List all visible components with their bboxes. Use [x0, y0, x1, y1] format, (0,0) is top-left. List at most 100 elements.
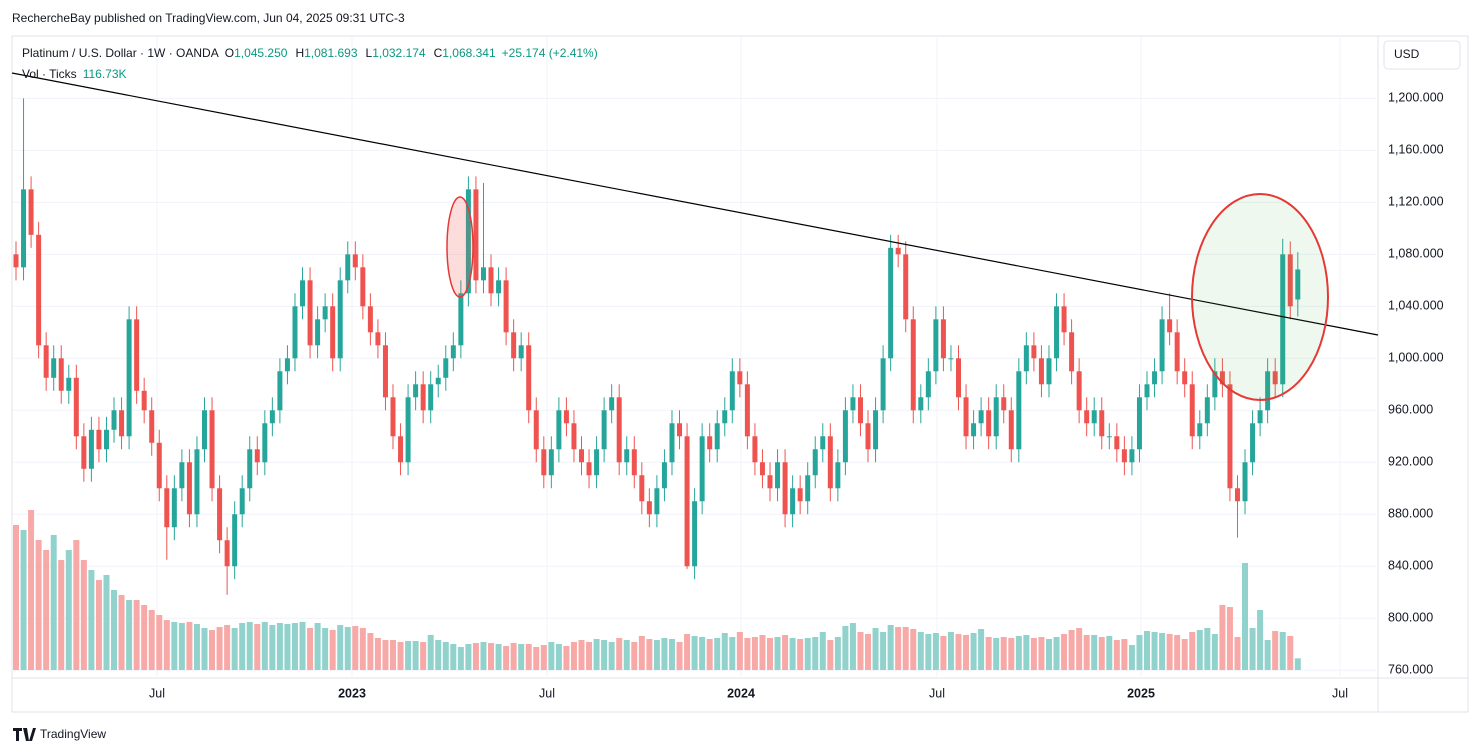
- volume-bar: [390, 640, 396, 670]
- volume-bar: [374, 638, 381, 670]
- candle-body: [563, 410, 569, 424]
- volume-bar: [344, 627, 351, 670]
- candle-body: [805, 475, 811, 502]
- candle-body: [654, 488, 660, 515]
- candle-body: [465, 189, 471, 294]
- volume-bar: [797, 639, 804, 670]
- y-tick-label: 1,120.000: [1388, 195, 1444, 209]
- volume-bar: [955, 634, 962, 670]
- trendline: [11, 72, 1379, 336]
- volume-bar: [1226, 607, 1233, 670]
- l-label: L: [366, 46, 373, 60]
- candle-body: [1257, 410, 1263, 424]
- candle-body: [865, 423, 871, 450]
- published-line: RechercheBay published on TradingView.co…: [12, 11, 405, 25]
- candle-body: [978, 410, 984, 424]
- volume-bar: [35, 540, 42, 670]
- volume-bar: [156, 615, 163, 670]
- candle-body: [1197, 423, 1203, 437]
- candle-body: [88, 429, 94, 469]
- x-tick-label: 2024: [727, 686, 755, 700]
- candle-body: [1016, 371, 1022, 450]
- volume-bar: [480, 642, 487, 670]
- candle-body: [428, 384, 434, 411]
- currency[interactable]: USD: [1394, 47, 1420, 61]
- volume-bar: [812, 637, 819, 670]
- candle-body: [579, 449, 584, 463]
- volume-bar: [932, 633, 939, 670]
- candle-body: [420, 384, 426, 411]
- volume-bar: [510, 643, 517, 670]
- y-tick-label: 1,000.000: [1388, 351, 1444, 365]
- frame: [11, 35, 1469, 713]
- volume-bar: [533, 647, 540, 670]
- candle-body: [239, 488, 245, 515]
- candle-body: [307, 280, 313, 346]
- candle-body: [661, 462, 667, 489]
- candle-body: [873, 410, 879, 450]
- candle-body: [631, 449, 637, 476]
- volume-bar: [548, 642, 555, 670]
- candle-body: [1099, 410, 1105, 437]
- volume-bar: [895, 627, 902, 670]
- volume-bar: [322, 628, 329, 670]
- candle-body: [1054, 306, 1060, 359]
- volume-bar: [50, 535, 57, 670]
- candle-body: [759, 462, 765, 476]
- candle-body: [247, 449, 253, 489]
- volume-bar: [276, 623, 283, 670]
- candle-body: [156, 442, 162, 489]
- volume-bar: [1121, 639, 1128, 670]
- volume-bar: [1166, 634, 1173, 670]
- candle-body: [224, 540, 230, 567]
- candle-body: [51, 358, 57, 378]
- candle-body: [450, 345, 456, 359]
- candle-body: [971, 423, 977, 437]
- candle-body: [1295, 269, 1301, 300]
- volume-bar: [872, 628, 879, 670]
- volume-bar: [1038, 637, 1045, 670]
- volume-bar: [691, 636, 698, 670]
- candle-body: [413, 384, 419, 398]
- volume-bar: [118, 595, 125, 670]
- logo-text: TradingView: [40, 727, 106, 741]
- candle-body: [790, 488, 796, 515]
- volume-bar: [714, 638, 721, 670]
- candle-body: [209, 410, 215, 489]
- candle-body: [1242, 462, 1248, 502]
- volume-bar: [88, 570, 95, 670]
- candle-body: [842, 410, 848, 463]
- volume-bar: [382, 640, 389, 670]
- o-label: O: [225, 46, 234, 60]
- volume-bar: [1008, 638, 1015, 670]
- currency-button[interactable]: [1383, 40, 1461, 70]
- volume-bar: [804, 638, 811, 670]
- candle-body: [639, 475, 645, 502]
- candle-body: [1038, 358, 1044, 385]
- volume-bar: [947, 632, 954, 670]
- candle-body: [1189, 384, 1195, 437]
- candle-body: [835, 462, 841, 489]
- candle-body: [126, 319, 132, 437]
- candle-body: [850, 397, 856, 411]
- logo[interactable]: TradingView: [13, 727, 106, 741]
- volume-bar: [751, 637, 758, 670]
- volume-bar: [1083, 635, 1090, 670]
- volume-bar: [291, 623, 298, 670]
- volume-bar: [427, 635, 434, 670]
- candle-body: [443, 358, 449, 378]
- candle-body: [782, 462, 788, 515]
- volume-bar: [586, 642, 593, 670]
- volume-bar: [646, 639, 653, 670]
- volume-bar: [834, 637, 841, 670]
- volume-bar: [1151, 632, 1158, 670]
- volume-bar: [676, 642, 683, 670]
- candle-body: [375, 332, 381, 346]
- candle-body: [111, 410, 117, 430]
- candle-body: [993, 397, 999, 437]
- candle-body: [586, 462, 592, 476]
- candle-body: [134, 319, 140, 391]
- volume-bar: [442, 642, 449, 670]
- candle-body: [1069, 332, 1075, 372]
- volume-bar: [1264, 640, 1271, 670]
